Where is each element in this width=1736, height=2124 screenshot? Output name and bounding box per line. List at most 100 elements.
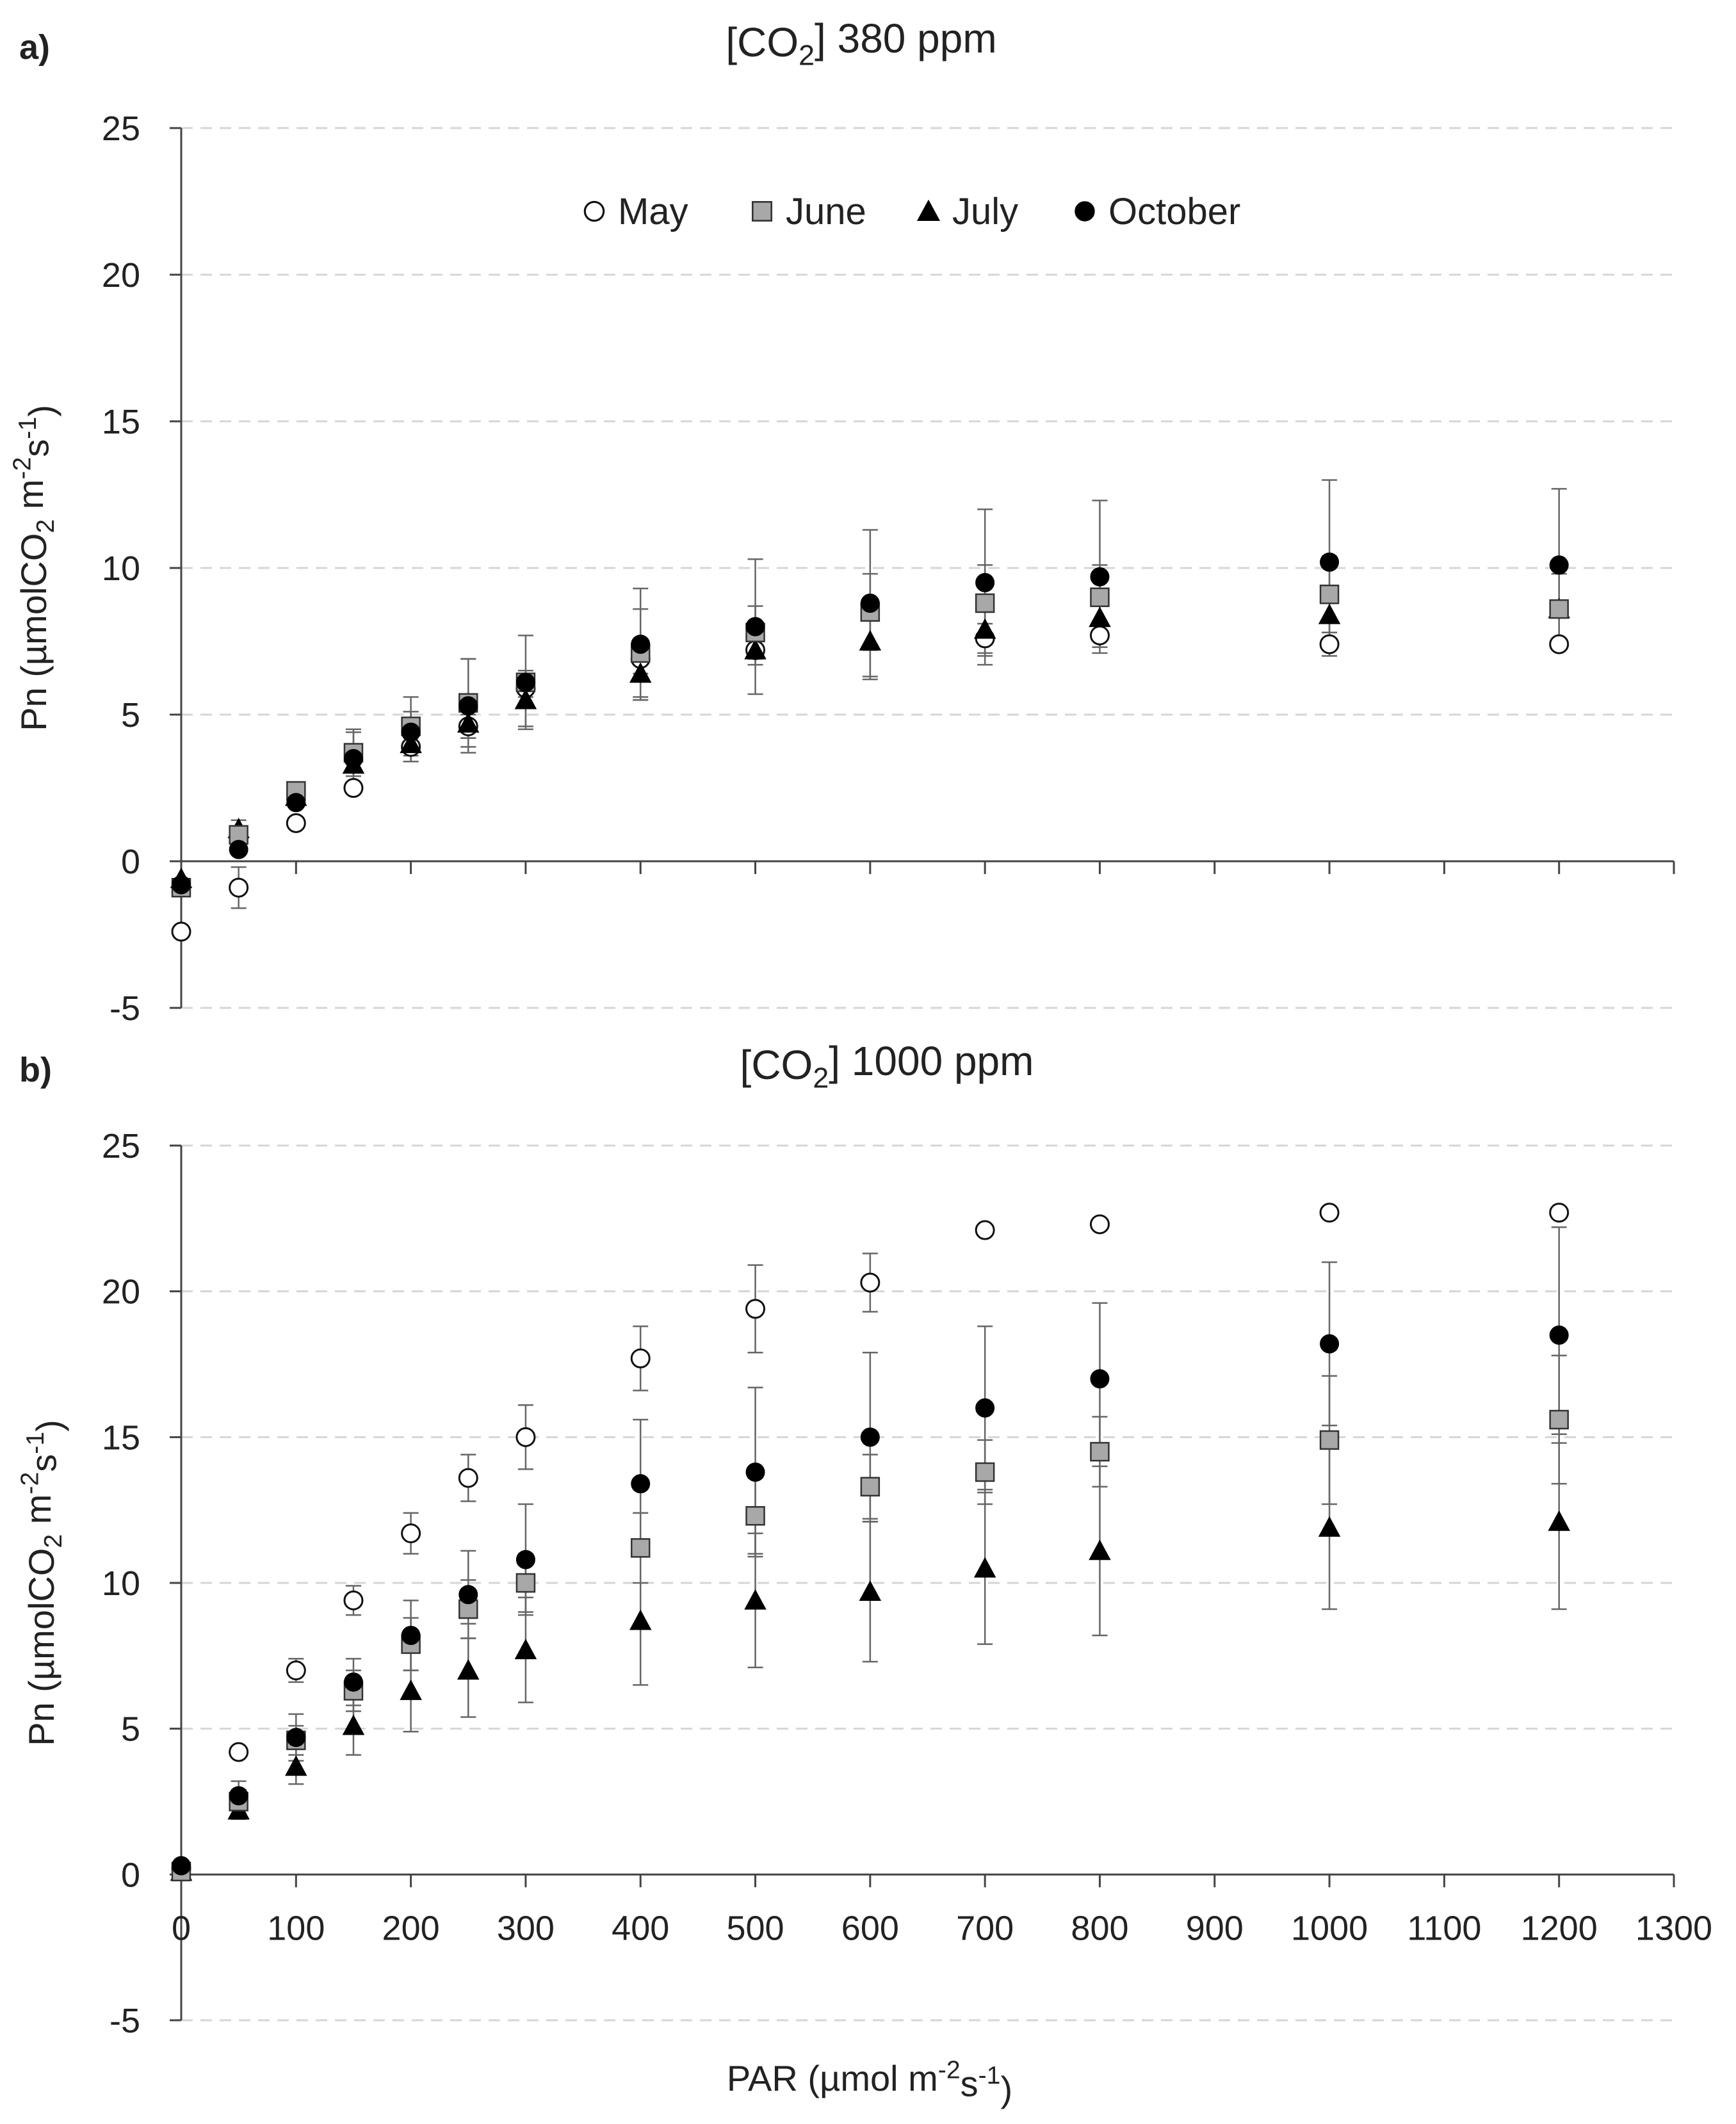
point-october [286, 793, 306, 813]
x-tick-label: 1000 [1291, 1909, 1368, 1947]
point-october [860, 1427, 880, 1447]
y-tick-label: 20 [102, 256, 140, 295]
point-may [860, 1272, 880, 1293]
point-october [172, 875, 191, 895]
x-axis-title-part: -2 [938, 2056, 961, 2084]
x-axis-title-part: ) [1000, 2069, 1012, 2109]
point-october [229, 839, 248, 859]
point-june [975, 593, 995, 613]
y-tick-label: 10 [102, 549, 140, 588]
legend-may-label: May [618, 191, 688, 232]
point-june [1319, 584, 1340, 604]
point-october [515, 1550, 535, 1569]
point-june [745, 1506, 765, 1526]
point-october [172, 1856, 191, 1876]
point-october [401, 722, 421, 742]
x-tick-label: 1100 [1407, 1909, 1481, 1947]
panel-title: [CO2] 1000 ppm [740, 1038, 1034, 1094]
point-july [514, 688, 537, 709]
point-may [401, 1523, 421, 1544]
point-june [1549, 599, 1569, 619]
point-may [630, 1348, 651, 1368]
point-may [1549, 634, 1570, 654]
point-october [1549, 555, 1569, 575]
y-tick-label: -5 [110, 989, 140, 1028]
y-axis-title-part: Pn (µmolCO [13, 533, 54, 731]
x-axis-title-part: -1 [978, 2062, 1001, 2089]
point-july [1318, 1516, 1341, 1537]
panel-title-part: 2 [799, 39, 815, 71]
point-july [629, 1609, 652, 1630]
point-may [343, 778, 364, 798]
panel-letter: b) [19, 1051, 52, 1089]
y-axis-title-part: m [10, 480, 51, 519]
x-tick-label: 500 [726, 1909, 784, 1947]
x-tick-label: 900 [1186, 1909, 1244, 1947]
y-axis-title-part: -2 [16, 1472, 44, 1495]
point-may [229, 1742, 249, 1762]
point-july [285, 1755, 307, 1776]
x-tick-label: 0 [172, 1909, 191, 1947]
panel-title-part: ] 1000 ppm [829, 1038, 1034, 1084]
point-october [1549, 1325, 1569, 1345]
x-tick-label: 800 [1071, 1909, 1128, 1947]
point-may [1319, 634, 1340, 654]
y-axis-title-part: 2 [40, 1534, 67, 1548]
panel-title-part: [CO [726, 19, 799, 65]
legend-july-marker [916, 199, 941, 222]
point-july [1318, 603, 1341, 624]
point-october [631, 1474, 651, 1494]
point-october [745, 1462, 765, 1482]
panel-title-part: ] 380 ppm [815, 15, 997, 61]
y-axis-title: Pn (µmolCO2 m-2s-1) [16, 1420, 69, 1746]
point-may [1549, 1203, 1570, 1223]
point-july [629, 662, 652, 683]
point-june [1549, 1409, 1569, 1430]
point-october [401, 1625, 421, 1645]
point-may [1319, 1203, 1340, 1223]
y-tick-label: 10 [102, 1564, 140, 1603]
panel-title-part: [CO [740, 1042, 813, 1088]
point-july [1089, 1539, 1111, 1561]
x-tick-label: 700 [956, 1909, 1014, 1947]
x-tick-label: 400 [612, 1909, 669, 1947]
point-may [1089, 625, 1110, 645]
point-july [457, 1659, 480, 1680]
legend-july-label: July [952, 191, 1018, 232]
y-tick-label: 5 [121, 696, 140, 734]
y-axis-title-part: ) [29, 1420, 69, 1432]
point-october [458, 1585, 478, 1605]
point-june [975, 1462, 995, 1482]
x-axis-title-part: s [961, 2063, 978, 2104]
y-tick-label: 0 [121, 1856, 140, 1894]
y-tick-label: 15 [102, 1418, 140, 1457]
point-october [1320, 1334, 1340, 1354]
y-axis-title: Pn (µmolCO2 m-2s-1) [8, 405, 61, 731]
legend-october-label: October [1108, 191, 1240, 232]
point-may [515, 1427, 536, 1447]
point-july [400, 1679, 422, 1700]
point-october [286, 1728, 306, 1747]
point-may [229, 877, 249, 898]
y-axis-title-part: -1 [14, 417, 42, 439]
point-july [973, 1557, 996, 1578]
point-june [515, 1573, 536, 1593]
point-july [859, 629, 882, 651]
y-tick-label: 5 [121, 1710, 140, 1749]
point-october [631, 635, 651, 654]
x-tick-label: 1300 [1635, 1909, 1712, 1947]
point-october [458, 696, 478, 716]
point-june [860, 1477, 880, 1496]
point-october [229, 1786, 248, 1806]
point-october [1090, 567, 1110, 587]
point-july [400, 733, 422, 754]
y-axis-title-part: m [18, 1495, 58, 1534]
point-july [457, 712, 480, 733]
point-july [744, 1589, 767, 1610]
x-tick-label: 300 [497, 1909, 555, 1947]
point-july [859, 1580, 882, 1601]
point-may [343, 1590, 364, 1610]
